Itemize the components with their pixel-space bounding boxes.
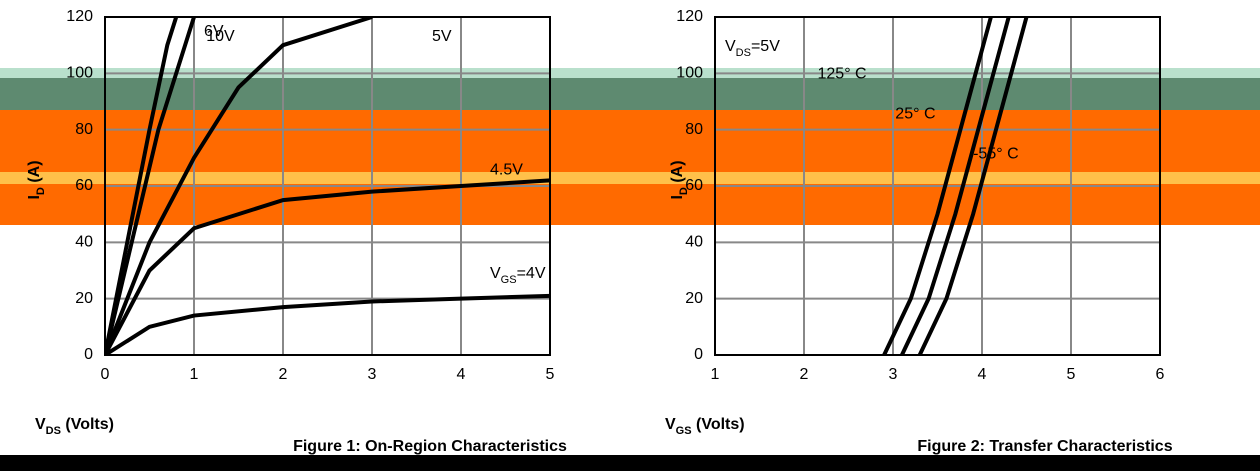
annotation-sub: DS	[736, 47, 751, 59]
series-line	[105, 17, 179, 355]
series-label: VGS=4V	[490, 265, 546, 286]
y-tick-label: 0	[84, 346, 93, 363]
x-tick-label: 0	[101, 366, 110, 383]
y-tick-label: 20	[75, 290, 93, 307]
y-tick-label: 100	[66, 65, 93, 82]
series-line	[882, 17, 993, 355]
plot-frame	[104, 16, 551, 356]
y-axis-title-main: I	[669, 195, 686, 199]
x-axis-title: VDS (Volts)	[35, 416, 114, 437]
x-tick-label: 6	[1156, 366, 1165, 383]
series-label: 25° C	[895, 105, 935, 122]
y-tick-label: 60	[75, 177, 93, 194]
series-label: -55° C	[973, 145, 1019, 162]
y-tick-label: 120	[676, 8, 703, 25]
x-tick-label: 4	[457, 366, 466, 383]
y-tick-label: 80	[685, 121, 703, 138]
series-line	[105, 17, 373, 355]
x-tick-label: 2	[800, 366, 809, 383]
y-axis-title-rest: (A)	[26, 160, 43, 187]
x-axis-title-main: V	[665, 416, 676, 433]
series-label-rest: =4V	[517, 265, 546, 282]
x-axis-title-sub: GS	[676, 425, 692, 437]
series-label: 125° C	[818, 65, 867, 82]
series-label: 6V	[204, 23, 224, 40]
y-axis-title-rest: (A)	[669, 160, 686, 187]
caption: Figure 2: Transfer Characteristics	[917, 438, 1172, 455]
series-line	[105, 293, 550, 355]
x-axis-title-main: V	[35, 416, 46, 433]
x-axis-title-rest: (Volts)	[692, 416, 745, 433]
series-line	[917, 17, 1029, 355]
band	[0, 455, 1260, 471]
y-tick-label: 40	[685, 234, 703, 251]
x-tick-label: 5	[1067, 366, 1076, 383]
y-axis-title: ID (A)	[669, 160, 690, 199]
x-tick-label: 5	[546, 366, 555, 383]
x-tick-label: 3	[889, 366, 898, 383]
x-axis-title-sub: DS	[46, 425, 61, 437]
x-axis-title-rest: (Volts)	[61, 416, 114, 433]
series-line	[900, 17, 1011, 355]
y-axis-title-sub: D	[678, 187, 690, 195]
x-axis-title: VGS (Volts)	[665, 416, 745, 437]
y-tick-label: 80	[75, 121, 93, 138]
y-axis-title-sub: D	[35, 187, 47, 195]
caption: Figure 1: On-Region Characteristics	[293, 438, 567, 455]
x-tick-label: 2	[279, 366, 288, 383]
annotation: VDS=5V	[725, 38, 780, 59]
series-label-sub: GS	[501, 274, 517, 286]
y-axis-title-main: I	[26, 195, 43, 199]
annotation-rest: =5V	[751, 38, 780, 55]
plot-frame	[714, 16, 1161, 356]
x-tick-label: 1	[711, 366, 720, 383]
y-tick-label: 100	[676, 65, 703, 82]
y-axis-title: ID (A)	[26, 160, 47, 199]
y-tick-label: 20	[685, 290, 703, 307]
y-tick-label: 120	[66, 8, 93, 25]
series-line	[105, 178, 550, 355]
series-line	[105, 17, 196, 355]
series-label: 5V	[432, 28, 452, 45]
band	[0, 68, 1260, 78]
series-label: 4.5V	[490, 162, 523, 179]
x-tick-label: 3	[368, 366, 377, 383]
y-tick-label: 60	[685, 177, 703, 194]
annotation-main: V	[725, 38, 736, 55]
series-label: 10V	[206, 28, 235, 45]
series-label-main: V	[490, 265, 501, 282]
y-tick-label: 40	[75, 234, 93, 251]
x-tick-label: 4	[978, 366, 987, 383]
y-tick-label: 0	[694, 346, 703, 363]
x-tick-label: 1	[190, 366, 199, 383]
band	[0, 78, 1260, 110]
